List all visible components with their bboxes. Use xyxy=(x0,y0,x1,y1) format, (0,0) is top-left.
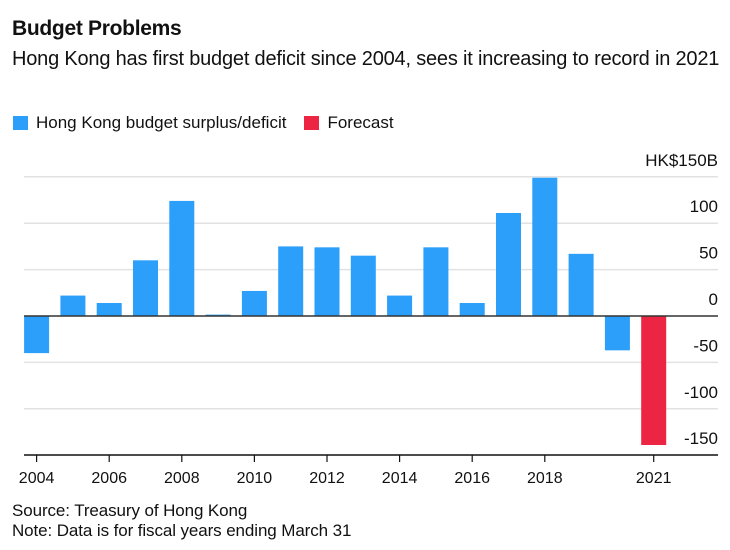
y-axis-labels: HK$150B 100 50 0 -50 -100 -150 xyxy=(645,151,718,448)
x-tick-label: 2014 xyxy=(382,470,418,487)
legend-swatch-forecast xyxy=(304,116,320,130)
bars xyxy=(24,177,667,445)
bar-actual xyxy=(350,255,376,316)
legend-label-forecast: Forecast xyxy=(327,113,394,132)
legend-label-actual: Hong Kong budget surplus/deficit xyxy=(36,113,287,132)
note-text: Note: Data is for fiscal years ending Ma… xyxy=(12,521,352,540)
source-text: Source: Treasury of Hong Kong xyxy=(12,501,248,520)
bar-actual xyxy=(133,260,158,316)
bar-actual xyxy=(278,246,304,316)
x-tick-label: 2010 xyxy=(237,470,273,487)
bar-actual xyxy=(60,295,86,316)
x-tick-label: 2006 xyxy=(91,470,127,487)
bar-actual xyxy=(496,212,521,316)
bar-actual xyxy=(241,290,267,316)
legend-item-forecast: Forecast xyxy=(304,113,394,133)
legend-item-actual: Hong Kong budget surplus/deficit xyxy=(13,113,286,133)
y-tick-label: 0 xyxy=(709,290,718,309)
bar-actual xyxy=(423,247,449,316)
x-tick-label: 2004 xyxy=(19,470,55,487)
legend: Hong Kong budget surplus/deficit Forecas… xyxy=(13,113,412,133)
bar-actual xyxy=(96,303,122,316)
chart-subtitle: Hong Kong has first budget deficit since… xyxy=(12,48,720,70)
bar-actual xyxy=(568,253,594,316)
x-tick-label: 2012 xyxy=(309,470,345,487)
bar-actual xyxy=(604,316,630,351)
bar-actual xyxy=(459,303,485,316)
x-tick-label: 2018 xyxy=(527,470,563,487)
y-tick-label: -100 xyxy=(684,383,718,402)
bar-actual xyxy=(169,200,195,316)
bar-actual xyxy=(387,295,413,316)
chart-title: Budget Problems xyxy=(12,17,182,40)
bar-actual xyxy=(532,177,558,316)
bar-actual xyxy=(24,316,50,354)
footer: Source: Treasury of Hong Kong Note: Data… xyxy=(12,501,351,541)
x-axis: 2004 2006 2008 2010 2012 2014 2016 2018 2021 xyxy=(19,454,718,487)
y-tick-label: 100 xyxy=(690,197,718,216)
x-tick-label: 2016 xyxy=(454,470,490,487)
y-tick-label: 50 xyxy=(699,244,718,263)
y-tick-label: -150 xyxy=(684,429,718,448)
bar-forecast xyxy=(641,316,667,445)
x-tick-label: 2021 xyxy=(636,470,672,487)
x-tick-label: 2008 xyxy=(164,470,200,487)
legend-swatch-actual xyxy=(13,116,28,130)
y-tick-label: HK$150B xyxy=(645,151,718,170)
bar-actual xyxy=(314,247,340,316)
y-tick-label: -50 xyxy=(693,336,718,355)
